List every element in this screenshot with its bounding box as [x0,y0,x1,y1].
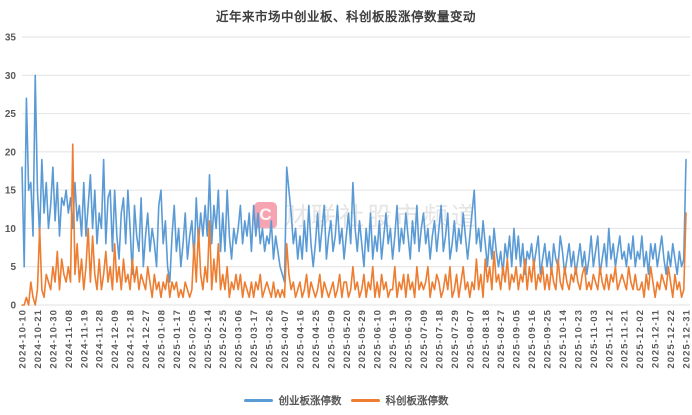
x-axis-tick-label: 2024-11-19 [79,309,90,368]
x-axis-tick-label: 2025-11-21 [620,309,631,368]
x-axis-tick-label: 2025-08-18 [481,309,492,369]
x-axis-tick-label: 2025-12-31 [682,309,692,369]
x-axis-tick-label: 2024-11-28 [95,309,106,368]
x-axis-tick-label: 2025-06-10 [373,309,384,369]
x-axis-tick-label: 2025-11-12 [604,309,615,368]
x-axis-tick-label: 2025-12-11 [651,309,662,368]
chinext-series-line [21,74,687,283]
x-axis-tick-label: 2025-07-29 [450,309,461,369]
legend-label-chinext: 创业板涨停数 [278,395,342,407]
line-chart: 0 5 10 15 20 25 30 35 2024-10-10 2024-10-21 2024-1… [5,33,692,369]
x-axis-tick-label: 2025-03-17 [249,309,260,369]
x-axis-tick-label: 2025-09-05 [512,309,523,369]
legend-label-star: 科创板涨停数 [385,395,449,407]
legend-item-star: 科创板涨停数 [350,393,449,408]
x-axis-tick-label: 2024-12-18 [126,309,137,369]
x-axis-tick-label: 2025-04-16 [296,309,307,369]
y-axis-tick-label: 20 [5,147,17,158]
x-axis-tick-label: 2025-02-25 [218,309,229,369]
x-axis-tick-label: 2025-12-02 [635,309,646,369]
x-axis-tick-label: 2025-02-14 [203,309,214,369]
x-axis-tick-label: 2025-10-23 [573,309,584,369]
x-axis-tick-label: 2025-09-25 [543,309,554,369]
y-axis-tick-label: 10 [5,224,17,235]
x-axis-tick-label: 2024-10-30 [48,309,59,369]
x-axis-tick-label: 2025-08-07 [465,309,476,369]
y-axis-tick-label: 25 [5,109,17,120]
x-axis-tick-label: 2025-06-19 [388,309,399,369]
x-axis-tick-label: 2025-03-06 [234,309,245,369]
x-axis-tick-label: 2025-07-18 [434,309,445,369]
x-axis-tick-label: 2024-10-10 [18,309,29,369]
x-axis-tick-label: 2025-08-27 [496,309,507,369]
x-axis-tick-label: 2025-01-17 [172,309,183,369]
x-axis-tick-label: 2025-04-25 [311,309,322,369]
x-axis-tick-label: 2025-10-14 [558,309,569,369]
x-axis-tick-label: 2025-05-20 [342,309,353,369]
chart-legend: 创业板涨停数 科创板涨停数 [0,393,692,408]
x-axis-tick-label: 2024-12-27 [141,309,152,369]
y-axis-tick-label: 15 [5,186,17,197]
x-axis-tick-label: 2025-12-22 [666,309,677,369]
y-axis-tick-label: 0 [10,301,16,312]
x-axis-tick-label: 2025-04-07 [280,309,291,369]
chinext-line-swatch-icon [243,399,273,402]
y-axis-tick-label: 30 [5,71,17,82]
x-axis-tick-label: 2025-01-08 [157,309,168,369]
x-axis-tick-label: 2025-05-29 [357,309,368,369]
legend-item-chinext: 创业板涨停数 [243,393,342,408]
x-axis-tick-label: 2025-11-03 [589,309,600,368]
x-axis-tick-label: 2025-06-30 [404,309,415,369]
star-line-swatch-icon [350,399,380,402]
x-axis-tick-label: 2025-02-05 [187,309,198,369]
x-axis-tick-label: 2024-11-08 [64,309,75,368]
x-axis-tick-label: 2024-10-21 [33,309,44,369]
x-axis-tick-label: 2024-12-09 [110,309,121,369]
x-axis-tick-label: 2025-05-09 [326,309,337,369]
x-axis-tick-label: 2025-09-16 [527,309,538,369]
star-series-line [21,143,687,306]
x-axis-tick-label: 2025-07-09 [419,309,430,369]
y-axis-tick-label: 5 [10,262,16,273]
y-axis-tick-label: 35 [5,33,17,44]
x-axis-tick-label: 2025-03-26 [265,309,276,369]
chart-title: 近年来市场中创业板、科创板股涨停数量变动 [215,10,476,24]
